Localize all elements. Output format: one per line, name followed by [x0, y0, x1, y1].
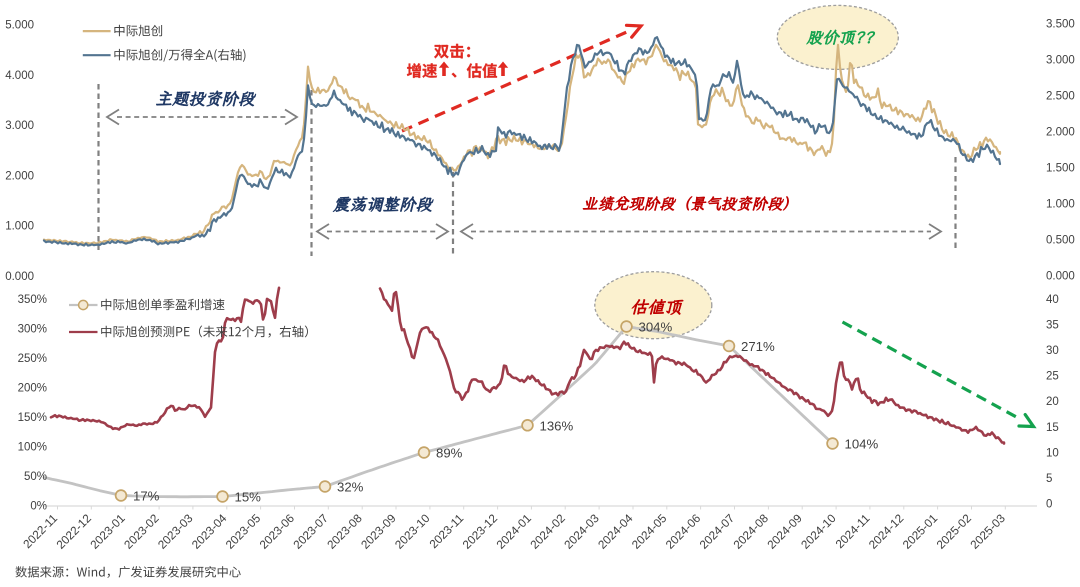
svg-text:0.500: 0.500	[1046, 235, 1075, 247]
svg-text:5.000: 5.000	[5, 20, 34, 32]
svg-text:1.000: 1.000	[5, 221, 34, 233]
svg-text:3.500: 3.500	[1046, 19, 1075, 31]
svg-text:3.000: 3.000	[1046, 55, 1075, 67]
svg-text:3.000: 3.000	[5, 120, 34, 132]
svg-text:350%: 350%	[18, 294, 47, 306]
svg-text:20: 20	[1046, 396, 1059, 408]
svg-text:30: 30	[1046, 345, 1059, 357]
svg-text:0: 0	[1046, 498, 1052, 510]
svg-text:1.500: 1.500	[1046, 163, 1075, 175]
svg-text:35: 35	[1046, 320, 1059, 332]
svg-text:304%: 304%	[639, 320, 673, 335]
svg-text:15%: 15%	[235, 490, 262, 505]
svg-text:2.000: 2.000	[1046, 127, 1075, 139]
svg-text:89%: 89%	[436, 446, 463, 461]
svg-text:250%: 250%	[18, 353, 47, 365]
svg-text:104%: 104%	[845, 437, 879, 452]
svg-text:40: 40	[1046, 294, 1059, 306]
svg-text:300%: 300%	[18, 324, 47, 336]
svg-text:4.000: 4.000	[5, 70, 34, 82]
svg-text:15: 15	[1046, 422, 1059, 434]
svg-text:271%: 271%	[741, 339, 775, 354]
svg-text:150%: 150%	[18, 412, 47, 424]
svg-text:0.000: 0.000	[5, 271, 34, 283]
svg-text:50%: 50%	[24, 471, 47, 483]
svg-text:1.000: 1.000	[1046, 199, 1075, 211]
svg-text:10: 10	[1046, 447, 1059, 459]
svg-text:5: 5	[1046, 473, 1052, 485]
svg-text:17%: 17%	[133, 489, 160, 504]
svg-text:2.000: 2.000	[5, 170, 34, 182]
svg-text:0%: 0%	[30, 501, 47, 513]
svg-text:32%: 32%	[337, 480, 364, 495]
svg-text:25: 25	[1046, 371, 1059, 383]
svg-text:2.500: 2.500	[1046, 91, 1075, 103]
svg-text:0.000: 0.000	[1046, 271, 1075, 283]
svg-text:136%: 136%	[540, 418, 574, 433]
svg-text:100%: 100%	[18, 442, 47, 454]
svg-text:200%: 200%	[18, 383, 47, 395]
